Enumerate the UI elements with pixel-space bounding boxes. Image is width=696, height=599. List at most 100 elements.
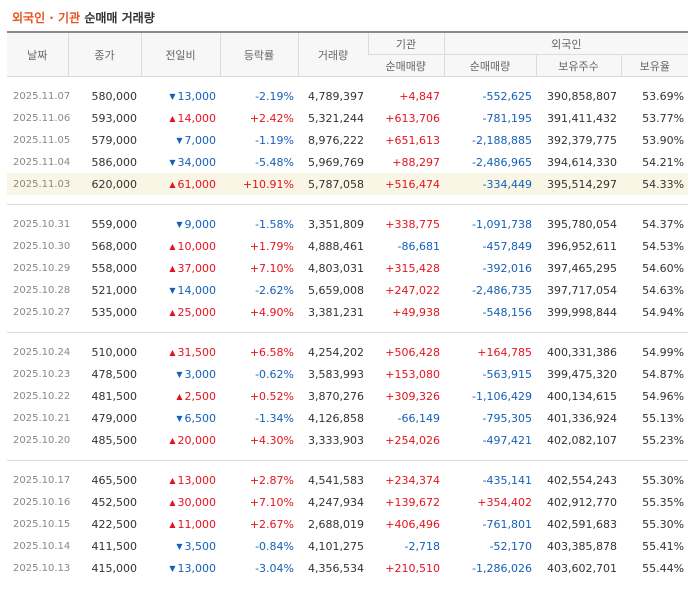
date-cell: 2025.10.15 <box>13 518 71 530</box>
rate-cell: +6.58% <box>249 345 294 359</box>
change-value: 2,500 <box>184 389 217 403</box>
ratio-cell: 54.96% <box>642 389 685 403</box>
triangle-up-icon: ▲ <box>169 435 176 445</box>
volume-cell: 4,888,461 <box>308 239 364 253</box>
date-cell: 2025.10.20 <box>13 434 71 446</box>
change-cell: ▼ 13,000 <box>141 85 220 107</box>
close-cell: 620,000 <box>68 173 141 195</box>
volume-cell: 4,254,202 <box>308 345 364 359</box>
foreign-net-cell: +164,785 <box>477 345 532 359</box>
group-separator <box>7 323 689 333</box>
triangle-down-icon: ▼ <box>176 413 183 423</box>
ratio-cell: 55.13% <box>642 411 685 425</box>
header-ratio: 보유율 <box>620 54 689 77</box>
section-title: 외국인 · 기관 순매매 거래량 <box>12 8 155 28</box>
header-close: 종가 <box>67 31 141 77</box>
table-row: 2025.10.13 415,000 ▼ 13,000 -3.04% 4,356,534 +… <box>7 557 688 579</box>
close-cell: 465,500 <box>91 473 138 487</box>
table-row: 2025.10.31 559,000 ▼ 9,000 -1.58% 3,351,809 +3… <box>7 213 688 235</box>
volume-cell: 3,333,903 <box>308 433 364 447</box>
inst-net-cell: +247,022 <box>385 283 440 297</box>
rate-cell: +7.10% <box>249 495 294 509</box>
close-cell: 558,000 <box>91 261 138 275</box>
close-cell: 478,500 <box>91 367 138 381</box>
foreign-net-cell: -761,801 <box>482 517 532 531</box>
foreign-net-cell: -548,156 <box>482 305 532 319</box>
group-separator <box>7 451 689 461</box>
rate-cell: -3.04% <box>255 561 294 575</box>
header-institution: 기관 <box>367 31 444 55</box>
close-cell: 586,000 <box>91 155 138 169</box>
change-value: 61,000 <box>177 177 217 191</box>
change-cell: ▲ 10,000 <box>141 235 220 257</box>
rate-cell: -1.19% <box>255 133 294 147</box>
foreign-net-cell: -392,016 <box>482 261 532 275</box>
volume-cell: 4,126,858 <box>308 411 364 425</box>
volume-cell: 4,789,397 <box>308 89 364 103</box>
close-cell: 422,500 <box>91 517 138 531</box>
inst-net-cell: +651,613 <box>385 133 440 147</box>
change-cell: ▼ 34,000 <box>141 151 220 173</box>
table-row: 2025.11.07 580,000 ▼ 13,000 -2.19% 4,789,397 +… <box>7 85 688 107</box>
ratio-cell: 54.21% <box>642 155 685 169</box>
table-row: 2025.10.29 558,000 ▲ 37,000 +7.10% 4,803,031 +… <box>7 257 688 279</box>
gap-cell <box>7 461 688 470</box>
group-gap <box>7 333 688 342</box>
change-value: 14,000 <box>177 111 217 125</box>
ratio-cell: 55.23% <box>642 433 685 447</box>
holdings-cell: 394,614,330 <box>547 155 617 169</box>
date-cell: 2025.11.06 <box>13 112 71 124</box>
header-rate: 등락률 <box>219 31 298 77</box>
inst-net-cell: +516,474 <box>368 173 444 195</box>
foreign-net-cell: -497,421 <box>482 433 532 447</box>
change-cell: ▲ 30,000 <box>141 491 220 513</box>
change-cell: ▲ 11,000 <box>141 513 220 535</box>
change-value: 13,000 <box>177 89 217 103</box>
inst-net-cell: +153,080 <box>385 367 440 381</box>
foreign-net-cell: +354,402 <box>477 495 532 509</box>
date-cell: 2025.11.05 <box>13 134 71 146</box>
foreign-net-cell: -435,141 <box>482 473 532 487</box>
triangle-up-icon: ▲ <box>169 519 176 529</box>
ratio-cell: 54.37% <box>642 217 685 231</box>
close-cell: 481,500 <box>91 389 138 403</box>
triangle-up-icon: ▲ <box>169 263 176 273</box>
rate-cell: +10.91% <box>220 173 298 195</box>
change-cell: ▼ 9,000 <box>141 213 220 235</box>
close-cell: 415,000 <box>91 561 138 575</box>
close-cell: 559,000 <box>91 217 138 231</box>
volume-cell: 5,787,058 <box>298 173 368 195</box>
separator-cell <box>7 195 689 205</box>
ratio-cell: 54.87% <box>642 367 685 381</box>
foreign-net-cell: -334,449 <box>444 173 536 195</box>
date-cell: 2025.10.17 <box>13 474 71 486</box>
change-value: 10,000 <box>177 239 217 253</box>
date-cell: 2025.10.16 <box>13 496 71 508</box>
change-value: 37,000 <box>177 261 217 275</box>
triangle-down-icon: ▼ <box>176 369 183 379</box>
inst-net-cell: +88,297 <box>392 155 440 169</box>
inst-net-cell: +613,706 <box>385 111 440 125</box>
date-cell: 2025.10.23 <box>13 368 71 380</box>
holdings-cell: 399,998,844 <box>547 305 617 319</box>
rate-cell: -5.48% <box>255 155 294 169</box>
change-cell: ▲ 14,000 <box>141 107 220 129</box>
holdings-cell: 397,717,054 <box>547 283 617 297</box>
inst-net-cell: -66,149 <box>397 411 440 425</box>
triangle-down-icon: ▼ <box>169 563 176 573</box>
change-value: 6,500 <box>184 411 217 425</box>
ratio-cell: 55.30% <box>642 517 685 531</box>
foreign-net-cell: -1,091,738 <box>472 217 532 231</box>
holdings-cell: 395,514,297 <box>536 173 621 195</box>
triangle-down-icon: ▼ <box>176 541 183 551</box>
close-cell: 510,000 <box>91 345 138 359</box>
change-cell: ▲ 25,000 <box>141 301 220 323</box>
holdings-cell: 392,379,775 <box>547 133 617 147</box>
close-cell: 535,000 <box>91 305 138 319</box>
rate-cell: +2.87% <box>249 473 294 487</box>
foreign-net-cell: -2,486,965 <box>472 155 532 169</box>
date-cell: 2025.11.03 <box>7 173 70 195</box>
date-cell: 2025.11.04 <box>13 156 71 168</box>
triangle-down-icon: ▼ <box>176 135 183 145</box>
close-cell: 568,000 <box>91 239 138 253</box>
